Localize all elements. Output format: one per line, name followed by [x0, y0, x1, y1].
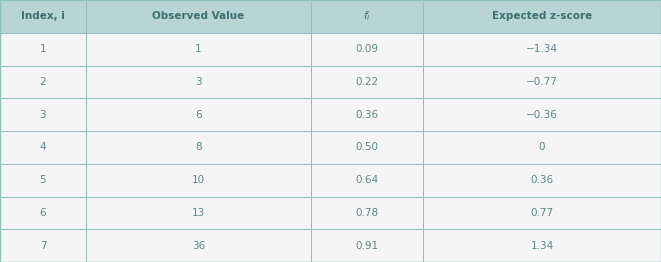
Text: 3: 3: [195, 77, 202, 87]
Text: 8: 8: [195, 142, 202, 152]
Text: 1.34: 1.34: [530, 241, 554, 251]
Bar: [423, 98, 661, 131]
Bar: [86, 66, 311, 98]
Bar: [86, 98, 311, 131]
Bar: [311, 0, 423, 33]
Bar: [86, 33, 311, 66]
Text: 0.09: 0.09: [356, 44, 378, 54]
Text: 3: 3: [40, 110, 46, 120]
Bar: [86, 196, 311, 229]
Bar: [0, 229, 86, 262]
Text: 1: 1: [195, 44, 202, 54]
Text: 0.22: 0.22: [356, 77, 378, 87]
Bar: [423, 66, 661, 98]
Bar: [0, 196, 86, 229]
Bar: [311, 229, 423, 262]
Text: 0.50: 0.50: [356, 142, 378, 152]
Bar: [423, 0, 661, 33]
Bar: [423, 131, 661, 164]
Text: Expected z-score: Expected z-score: [492, 11, 592, 21]
Text: Observed Value: Observed Value: [152, 11, 245, 21]
Text: 4: 4: [40, 142, 46, 152]
Text: 6: 6: [40, 208, 46, 218]
Text: 0.64: 0.64: [356, 175, 378, 185]
Bar: [423, 164, 661, 196]
Text: 7: 7: [40, 241, 46, 251]
Text: 1: 1: [40, 44, 46, 54]
Bar: [311, 98, 423, 131]
Bar: [86, 131, 311, 164]
Text: −0.77: −0.77: [526, 77, 558, 87]
Text: 0.91: 0.91: [356, 241, 378, 251]
Bar: [0, 33, 86, 66]
Bar: [86, 229, 311, 262]
Text: 5: 5: [40, 175, 46, 185]
Bar: [0, 66, 86, 98]
Bar: [311, 196, 423, 229]
Text: 10: 10: [192, 175, 205, 185]
Text: 0.77: 0.77: [531, 208, 553, 218]
Bar: [0, 0, 86, 33]
Text: 0.36: 0.36: [356, 110, 378, 120]
Text: −1.34: −1.34: [526, 44, 558, 54]
Text: 13: 13: [192, 208, 205, 218]
Text: 0: 0: [539, 142, 545, 152]
Text: $f_i$: $f_i$: [363, 9, 371, 23]
Bar: [0, 131, 86, 164]
Text: 0.78: 0.78: [356, 208, 378, 218]
Bar: [423, 33, 661, 66]
Text: −0.36: −0.36: [526, 110, 558, 120]
Bar: [86, 0, 311, 33]
Text: 0.36: 0.36: [531, 175, 553, 185]
Bar: [311, 66, 423, 98]
Bar: [0, 164, 86, 196]
Text: 6: 6: [195, 110, 202, 120]
Bar: [311, 131, 423, 164]
Bar: [86, 164, 311, 196]
Text: Index, i: Index, i: [21, 11, 65, 21]
Bar: [423, 196, 661, 229]
Bar: [423, 229, 661, 262]
Text: 36: 36: [192, 241, 205, 251]
Bar: [311, 33, 423, 66]
Bar: [0, 98, 86, 131]
Bar: [311, 164, 423, 196]
Text: 2: 2: [40, 77, 46, 87]
